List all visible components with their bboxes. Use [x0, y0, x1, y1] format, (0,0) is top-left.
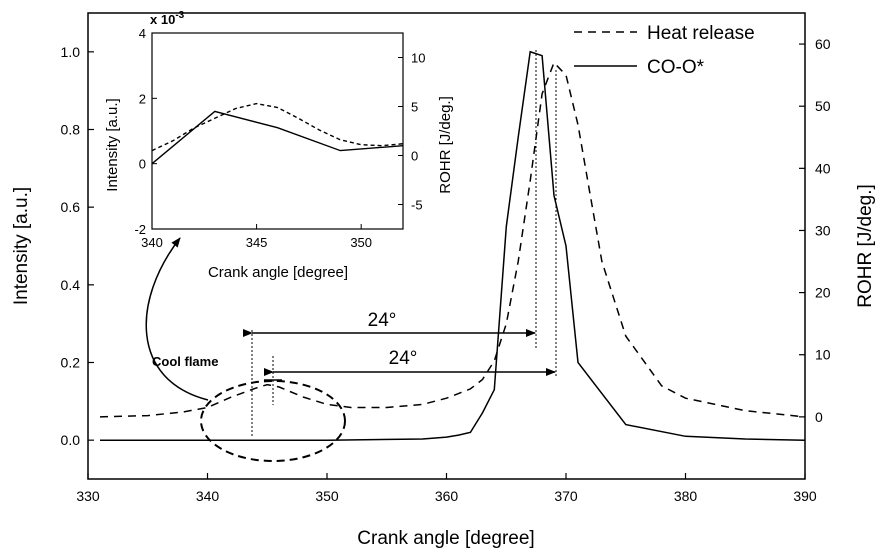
main-y-axis-title: Intensity [a.u.]	[11, 187, 32, 305]
inset-y2-tick-label: -5	[411, 198, 423, 213]
main-x-tick-label: 350	[315, 488, 339, 504]
main-y2-tick-label: 30	[815, 222, 831, 238]
inset-x-tick-label: 350	[350, 235, 372, 250]
main-y2-tick-label: 0	[815, 409, 823, 425]
inset-y-axis-title: Intensity [a.u.]	[104, 98, 121, 191]
inset-y-tick-label: 2	[139, 91, 146, 106]
legend-heat-release-label: Heat release	[647, 23, 755, 44]
main-y2-ticks: 0 10 20 30 40 50 60	[799, 36, 831, 425]
main-y2-tick-label: 20	[815, 285, 831, 301]
main-x-tick-label: 370	[554, 488, 578, 504]
legend: Heat release CO-O*	[574, 23, 755, 78]
main-x-ticks: 330 340 350 360 370 380 390	[76, 473, 817, 504]
inset-y2-tick-label: 10	[411, 51, 425, 66]
main-y2-tick-label: 60	[815, 36, 831, 52]
main-x-tick-label: 390	[793, 488, 817, 504]
main-series-co-o-line	[100, 50, 806, 441]
inset-y-tick-label: 0	[139, 157, 146, 172]
inset-y-tick-label: 4	[139, 26, 146, 41]
inset-x-tick-label: 340	[141, 235, 163, 250]
inset-series-group	[151, 102, 404, 165]
inset-y2-ticks: -5 0 5 10	[398, 51, 425, 213]
interval-label-upper: 24°	[368, 310, 397, 331]
inset-y-ticks: -2 0 2 4	[134, 26, 157, 237]
inset-series-heat-release-line	[151, 102, 404, 152]
main-y-tick-label: 1.0	[61, 44, 81, 60]
main-y2-tick-label: 10	[815, 347, 831, 363]
cool-flame-ellipse	[200, 380, 346, 462]
main-x-tick-label: 380	[674, 488, 698, 504]
main-y2-tick-label: 50	[815, 98, 831, 114]
inset-y-tick-label: -2	[134, 222, 146, 237]
main-series-heat-release-line	[99, 61, 806, 418]
main-y-ticks: 0.0 0.2 0.4 0.6 0.8 1.0	[61, 44, 94, 448]
inset-x-ticks: 340 345 350	[141, 224, 372, 250]
main-x-tick-label: 360	[435, 488, 459, 504]
interval-label-lower: 24°	[389, 348, 418, 369]
inset-x-axis-title: Crank angle [degree]	[208, 264, 348, 281]
inset-y2-axis-title: ROHR [J/deg.]	[437, 96, 454, 194]
main-x-axis-title: Crank angle [degree]	[357, 528, 534, 549]
main-y-tick-label: 0.2	[61, 355, 81, 371]
main-x-tick-label: 340	[196, 488, 220, 504]
inset-y2-tick-label: 0	[411, 149, 418, 164]
inset-y2-tick-label: 5	[411, 100, 418, 115]
cool-flame-label: Cool flame	[152, 354, 218, 369]
main-y2-tick-label: 40	[815, 160, 831, 176]
main-series-group	[99, 50, 806, 441]
main-x-tick-label: 330	[76, 488, 100, 504]
main-y2-axis-title: ROHR [J/deg.]	[855, 184, 876, 308]
inset-frame	[151, 32, 404, 230]
inset-series-co-o-line	[151, 110, 404, 165]
inset-y-exponent: x 10-3	[150, 10, 185, 27]
main-y-tick-label: 0.8	[61, 122, 81, 138]
main-y-tick-label: 0.6	[61, 199, 81, 215]
legend-co-o-label: CO-O*	[647, 57, 705, 78]
main-y-tick-label: 0.0	[61, 432, 81, 448]
inset-x-tick-label: 345	[246, 235, 268, 250]
main-y-tick-label: 0.4	[61, 277, 81, 293]
inset-pointer-arrow	[145, 237, 209, 401]
